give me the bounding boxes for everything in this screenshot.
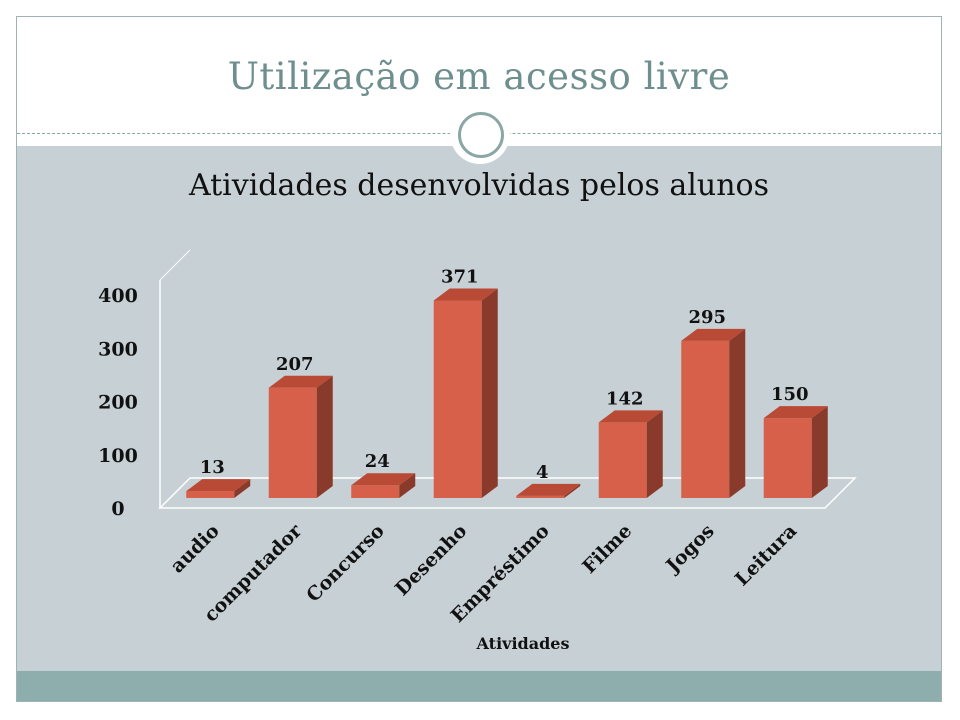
y-axis-depth-line	[159, 249, 191, 281]
bar-top	[351, 473, 416, 486]
bar	[763, 418, 812, 498]
bar	[351, 485, 400, 498]
data-label: 295	[688, 307, 726, 328]
bar-side	[646, 410, 663, 498]
chart-title: Atividades desenvolvidas pelos alunos	[188, 168, 770, 203]
x-tick-label: audio	[166, 520, 223, 577]
x-axis-title: Atividades	[476, 634, 570, 653]
bar-side	[399, 473, 416, 498]
data-label: 150	[771, 384, 809, 405]
bar	[433, 300, 482, 498]
bar-top	[598, 410, 663, 423]
bar-top	[763, 406, 828, 419]
bar	[268, 387, 317, 498]
circle-ornament-icon	[450, 104, 510, 164]
x-tick-label: Filme	[578, 520, 636, 578]
data-label: 4	[536, 462, 549, 483]
data-label: 24	[365, 451, 390, 472]
bar-side	[564, 483, 581, 498]
data-label: 142	[606, 388, 644, 409]
bar-top	[433, 288, 498, 301]
bar	[516, 495, 565, 498]
y-tick-label: 0	[111, 498, 124, 520]
x-tick-label: Leitura	[731, 520, 801, 590]
slide-title: Utilização em acesso livre	[227, 55, 731, 98]
x-tick-label: Concurso	[302, 520, 389, 607]
x-tick-label: Desenho	[391, 520, 471, 600]
bar-top	[681, 328, 746, 341]
bar-top	[186, 479, 251, 492]
data-label: 371	[441, 266, 479, 287]
y-tick-label: 300	[98, 338, 138, 360]
y-tick-label: 200	[98, 392, 138, 414]
y-tick-label: 100	[98, 445, 138, 467]
chart-floor	[158, 477, 857, 509]
bar-side	[729, 328, 746, 498]
bar	[186, 491, 235, 498]
bar	[598, 422, 647, 498]
footer-band	[17, 671, 941, 701]
bar-top	[516, 483, 581, 496]
x-tick-label: Jogos	[661, 520, 719, 578]
y-tick-label: 400	[98, 285, 138, 307]
data-label: 207	[276, 354, 314, 375]
bar	[681, 340, 730, 498]
bar-side	[481, 288, 498, 498]
bar-side	[234, 479, 251, 498]
bar-side	[316, 375, 333, 498]
data-label: 13	[200, 457, 225, 478]
circle-ornament-ring	[458, 112, 504, 158]
bar-side	[811, 406, 828, 498]
bar-top	[268, 375, 333, 388]
